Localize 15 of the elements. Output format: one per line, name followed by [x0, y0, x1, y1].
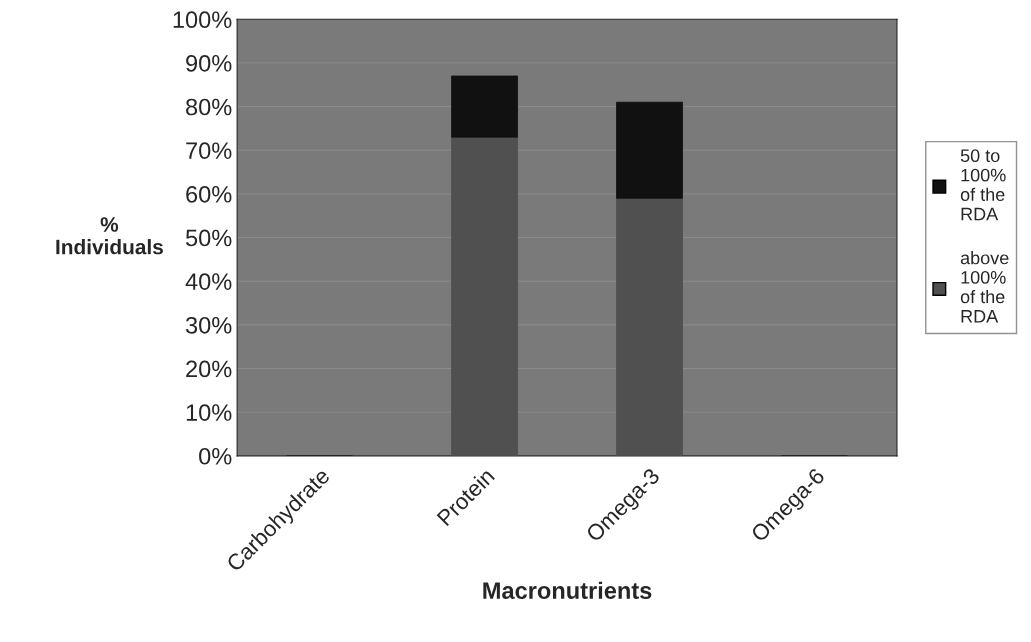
- y-tick-label: 40%: [185, 273, 232, 290]
- legend-label: 50 to 100% of the RDA: [960, 149, 1006, 221]
- x-axis-title: Macronutrients: [483, 581, 652, 599]
- y-tick-label: 50%: [185, 229, 232, 247]
- y-tick-label: 60%: [186, 185, 232, 203]
- y-tick-label: 70%: [186, 142, 232, 160]
- y-tick-label: 30%: [185, 316, 232, 334]
- y-axis-title: % Individuals: [56, 217, 163, 255]
- y-tick-label: 80%: [186, 98, 232, 116]
- y-tick-label: 0%: [199, 447, 232, 465]
- y-tick-label: 90%: [186, 54, 232, 72]
- y-tick-label: 100%: [173, 11, 232, 29]
- y-tick-label: 10%: [186, 404, 232, 421]
- legend-label: above 100% of the RDA: [960, 251, 1009, 323]
- y-tick-label: 20%: [186, 360, 232, 378]
